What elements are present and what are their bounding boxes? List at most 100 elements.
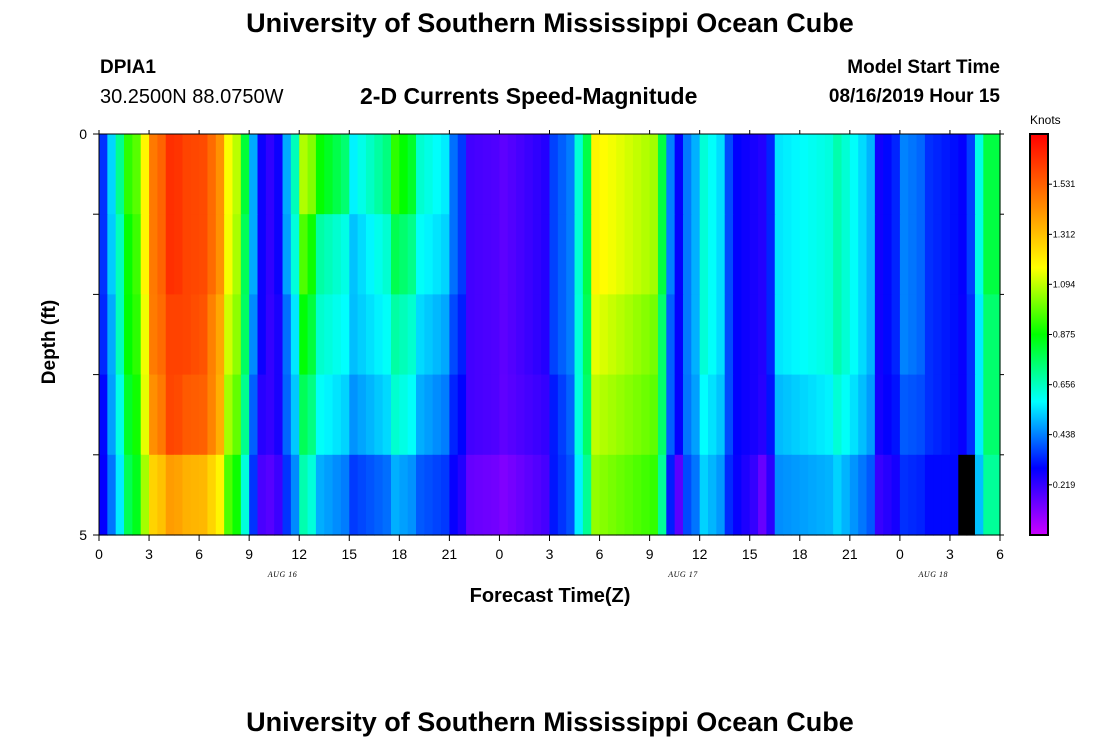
heatmap-cell bbox=[299, 374, 309, 456]
heatmap-cell bbox=[199, 214, 209, 295]
heatmap-cell bbox=[816, 374, 826, 456]
heatmap-cell bbox=[933, 134, 943, 215]
heatmap-cell bbox=[624, 374, 634, 456]
heatmap-cell bbox=[824, 214, 834, 295]
heatmap-cell bbox=[457, 294, 467, 376]
heatmap-cell bbox=[816, 214, 826, 295]
heatmap-cell bbox=[691, 454, 701, 536]
heatmap-cell bbox=[691, 214, 701, 295]
heatmap-cell bbox=[340, 214, 350, 295]
heatmap-cell bbox=[340, 134, 350, 215]
heatmap-cell bbox=[324, 214, 334, 295]
heatmap-cell bbox=[357, 134, 367, 215]
heatmap-cell bbox=[432, 134, 442, 215]
heatmap-cell bbox=[140, 294, 150, 376]
heatmap-cell bbox=[791, 134, 801, 215]
heatmap-cell bbox=[491, 294, 501, 376]
heatmap-cell bbox=[858, 214, 868, 295]
heatmap-cell bbox=[983, 374, 993, 456]
heatmap-cell bbox=[808, 294, 818, 376]
heatmap-cell bbox=[641, 134, 651, 215]
date-label: AUG 18 bbox=[918, 570, 948, 579]
heatmap-cell bbox=[307, 454, 317, 536]
heatmap-cell bbox=[549, 294, 559, 376]
date-label: AUG 16 bbox=[267, 570, 297, 579]
heatmap-cell bbox=[282, 134, 292, 215]
heatmap-cell bbox=[249, 134, 259, 215]
heatmap-cell bbox=[724, 134, 734, 215]
heatmap-cell bbox=[908, 134, 918, 215]
heatmap-cell bbox=[791, 214, 801, 295]
heatmap-cell bbox=[332, 454, 342, 536]
heatmap-cell bbox=[432, 214, 442, 295]
heatmap-cell bbox=[340, 454, 350, 536]
heatmap-cell bbox=[682, 454, 692, 536]
heatmap-cell bbox=[808, 214, 818, 295]
heatmap-cell bbox=[491, 134, 501, 215]
heatmap-cell bbox=[758, 214, 767, 295]
heatmap-cell bbox=[783, 374, 793, 456]
heatmap-cell bbox=[115, 134, 125, 215]
heatmap-cell bbox=[766, 374, 776, 456]
heatmap-cell bbox=[482, 134, 492, 215]
x-tick-label: 3 bbox=[546, 546, 554, 562]
heatmap-cell bbox=[107, 374, 117, 456]
heatmap-cell bbox=[649, 294, 659, 376]
heatmap-cell bbox=[499, 374, 509, 456]
heatmap-cell bbox=[966, 214, 976, 295]
heatmap-cell bbox=[299, 214, 309, 295]
heatmap-cell bbox=[124, 214, 133, 295]
heatmap-cell bbox=[482, 214, 492, 295]
heatmap-cell bbox=[666, 454, 676, 536]
heatmap-cell bbox=[724, 374, 734, 456]
heatmap-cell bbox=[424, 294, 434, 376]
heatmap-cell bbox=[916, 454, 926, 536]
heatmap-cell bbox=[657, 214, 667, 295]
heatmap-cell bbox=[424, 374, 434, 456]
heatmap-cell bbox=[516, 454, 526, 536]
heatmap-cell bbox=[532, 134, 542, 215]
heatmap-cell bbox=[299, 454, 309, 536]
x-axis-label: Forecast Time(Z) bbox=[469, 585, 631, 607]
heatmap-cell bbox=[824, 454, 834, 536]
heatmap-cell bbox=[224, 374, 234, 456]
colorbar-unit-label: Knots bbox=[1030, 113, 1061, 127]
heatmap-cell bbox=[399, 134, 409, 215]
heatmap-cell bbox=[374, 374, 384, 456]
colorbar: 1.531 1.312 1.094 0.875 0.656 0.438 0.219 bbox=[1029, 133, 1076, 536]
heatmap-cell bbox=[966, 294, 976, 376]
heatmap-cell bbox=[140, 374, 150, 456]
heatmap-cell bbox=[966, 374, 976, 456]
heatmap-cell bbox=[641, 374, 651, 456]
heatmap-cell bbox=[891, 294, 901, 376]
heatmap-cell bbox=[749, 214, 759, 295]
heatmap-cell bbox=[766, 294, 776, 376]
heatmap-cell bbox=[190, 134, 200, 215]
heatmap-cell bbox=[157, 374, 167, 456]
heatmap-cell bbox=[899, 134, 909, 215]
heatmap-cell bbox=[174, 214, 184, 295]
heatmap-cell bbox=[257, 214, 267, 295]
heatmap-cell bbox=[115, 214, 125, 295]
heatmap-cell bbox=[232, 294, 242, 376]
heatmap-cell bbox=[949, 374, 959, 456]
heatmap-cell bbox=[190, 214, 200, 295]
heatmap-cell bbox=[632, 214, 642, 295]
heatmap-cell bbox=[265, 294, 275, 376]
heatmap-cell bbox=[541, 454, 551, 536]
heatmap-cell bbox=[449, 134, 459, 215]
heatmap-cell bbox=[332, 374, 342, 456]
x-tick-label: 3 bbox=[946, 546, 954, 562]
heatmap-cell bbox=[466, 134, 476, 215]
heatmap-cell bbox=[432, 374, 442, 456]
heatmap-cell bbox=[958, 214, 968, 295]
heatmap-cell bbox=[908, 214, 918, 295]
heatmap-cell bbox=[908, 374, 918, 456]
heatmap-cell bbox=[566, 214, 576, 295]
heatmap-cell bbox=[566, 454, 576, 536]
colorbar-tick-label: 0.219 bbox=[1053, 480, 1076, 490]
heatmap-cell bbox=[607, 374, 617, 456]
colorbar-tick-label: 1.312 bbox=[1053, 229, 1076, 239]
heatmap-cell bbox=[365, 374, 375, 456]
